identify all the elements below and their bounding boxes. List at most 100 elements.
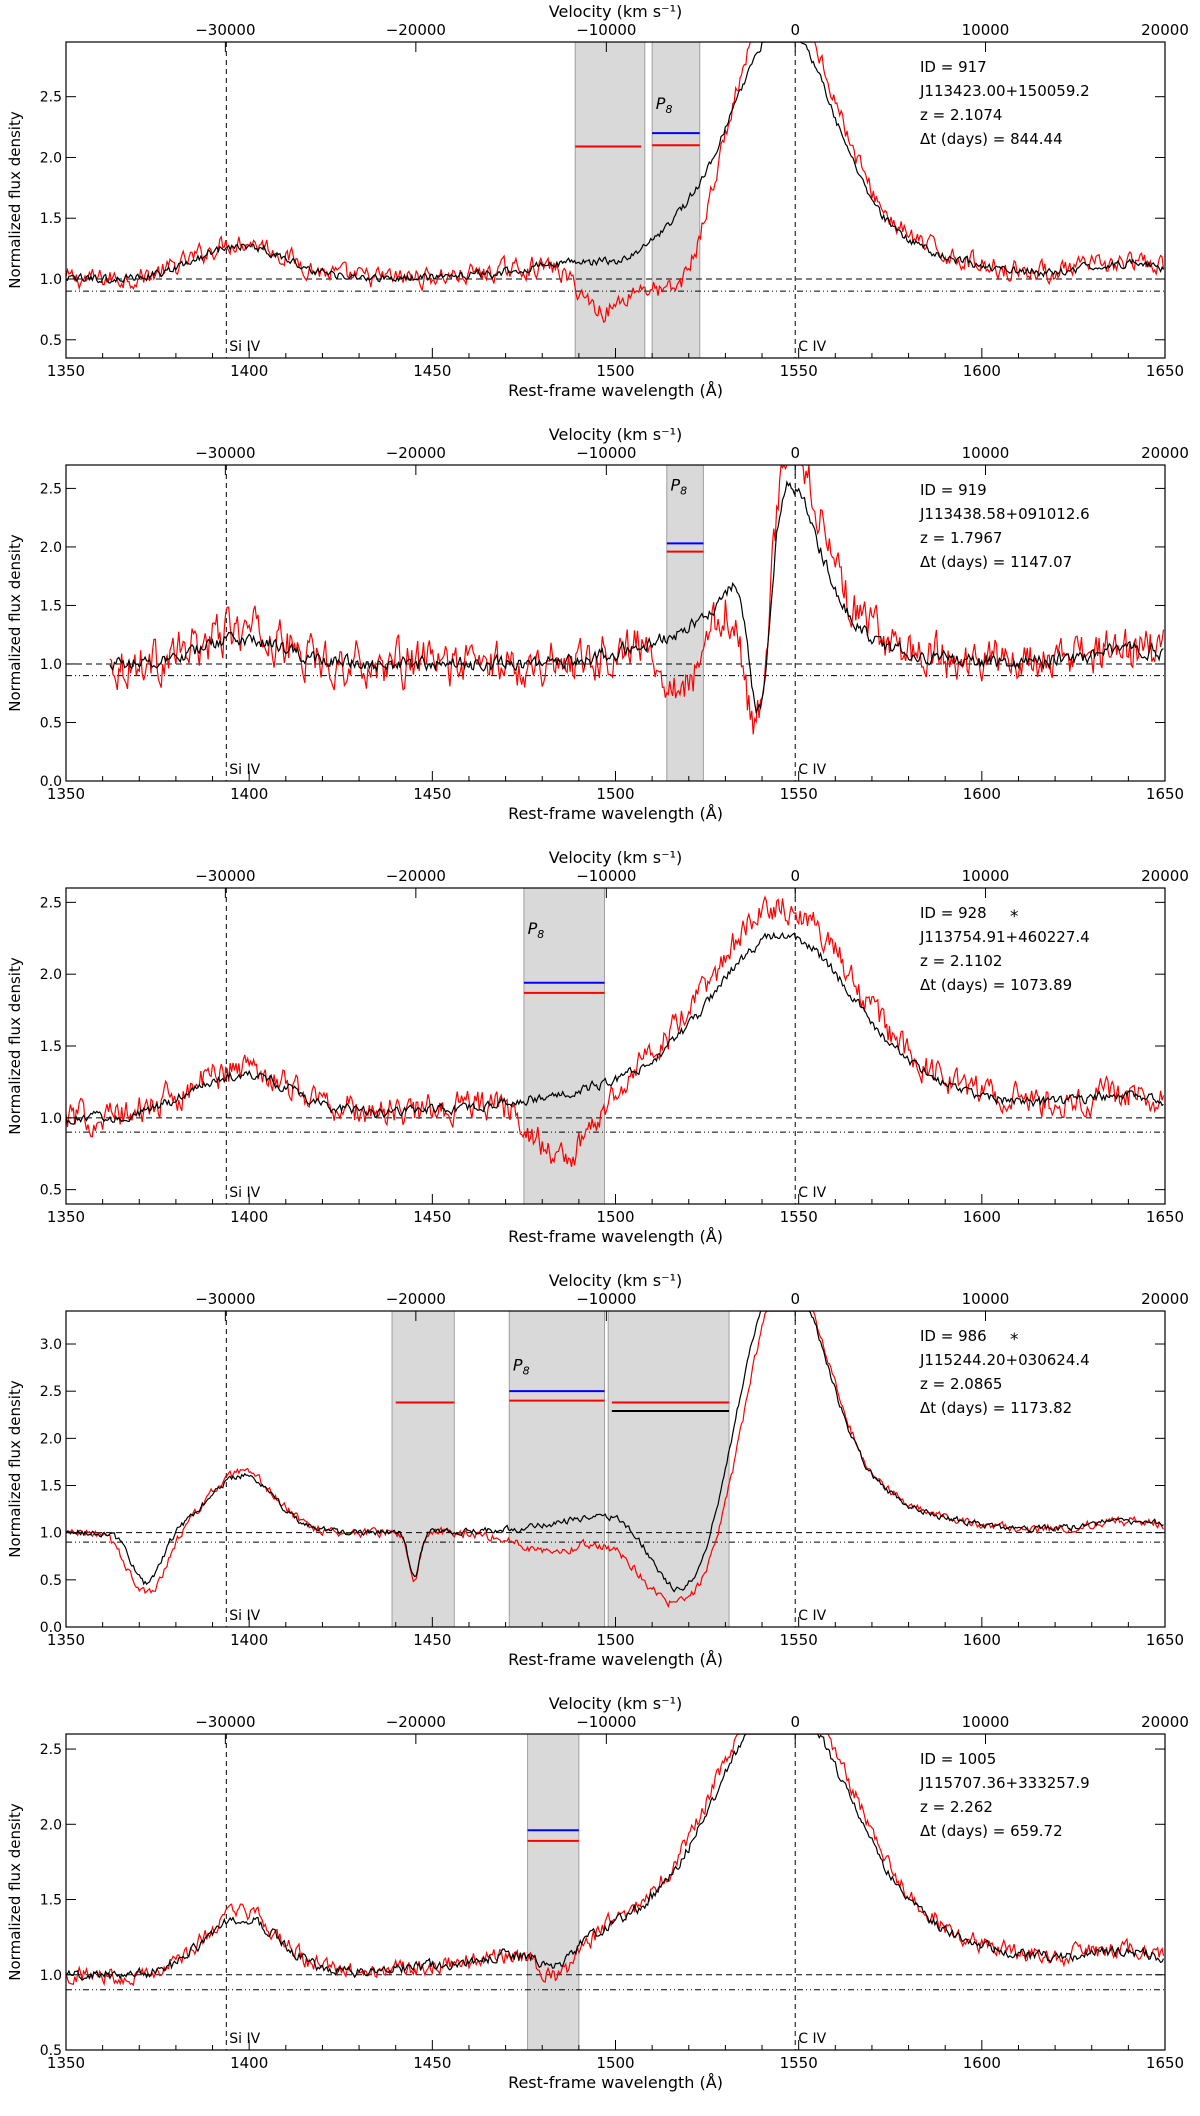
shaded-region	[574, 41, 646, 359]
y-tick-label: 2.0	[40, 967, 62, 983]
y-tick-label: 1.0	[40, 272, 62, 288]
x-tick-label: 1400	[230, 1631, 268, 1649]
spectrum-early-black	[66, 1734, 1165, 1982]
velocity-tick-label: 0	[790, 444, 800, 462]
p8-subscript: 8	[665, 103, 672, 116]
x-tick-label: 1650	[1146, 1208, 1184, 1226]
x-tick-label: 1400	[230, 785, 268, 803]
velocity-tick-label: −20000	[386, 444, 446, 462]
velocity-axis-label: Velocity (km s⁻¹)	[549, 2, 682, 21]
x-axis-label: Rest-frame wavelength (Å)	[508, 804, 723, 823]
line-label: Si IV	[229, 762, 260, 778]
x-tick-label: 1650	[1146, 2054, 1184, 2072]
shaded-region	[666, 464, 704, 782]
velocity-tick-label: −10000	[576, 867, 636, 885]
x-tick-label: 1350	[47, 362, 85, 380]
info-line: ID = 917	[920, 58, 987, 76]
info-line: ID = 919	[920, 481, 987, 499]
velocity-tick-label: −10000	[576, 1713, 636, 1731]
star-marker: *	[1010, 1330, 1019, 1350]
info-line: ID = 1005	[920, 1750, 996, 1768]
line-label: Si IV	[229, 1185, 260, 1201]
y-tick-label: 3.0	[40, 1337, 62, 1353]
velocity-tick-label: 20000	[1141, 867, 1189, 885]
x-tick-label: 1500	[596, 1631, 634, 1649]
velocity-tick-label: −20000	[386, 1713, 446, 1731]
x-tick-label: 1550	[780, 1631, 818, 1649]
x-axis-label: Rest-frame wavelength (Å)	[508, 2073, 723, 2092]
info-line: J113438.58+091012.6	[919, 505, 1090, 523]
info-line: ID = 986	[920, 1327, 987, 1345]
y-tick-label: 0.5	[40, 333, 62, 349]
x-tick-label: 1650	[1146, 362, 1184, 380]
y-tick-label: 2.5	[40, 895, 62, 911]
x-axis-label: Rest-frame wavelength (Å)	[508, 1227, 723, 1246]
y-tick-label: 2.5	[40, 1384, 62, 1400]
y-tick-label: 1.5	[40, 1893, 62, 1909]
x-tick-label: 1350	[47, 1208, 85, 1226]
x-tick-label: 1550	[780, 785, 818, 803]
x-tick-label: 1450	[413, 785, 451, 803]
velocity-tick-label: 10000	[962, 867, 1010, 885]
velocity-tick-label: −30000	[195, 21, 255, 39]
y-tick-label: 0.0	[40, 774, 62, 790]
x-tick-label: 1400	[230, 362, 268, 380]
y-tick-label: 2.5	[40, 481, 62, 497]
line-label: C IV	[798, 762, 826, 778]
y-tick-label: 2.0	[40, 1431, 62, 1447]
x-tick-label: 1500	[596, 362, 634, 380]
velocity-tick-label: −30000	[195, 444, 255, 462]
velocity-tick-label: 0	[790, 1713, 800, 1731]
velocity-tick-label: 10000	[962, 1290, 1010, 1308]
velocity-tick-label: 0	[790, 867, 800, 885]
x-axis-label: Rest-frame wavelength (Å)	[508, 381, 723, 400]
velocity-axis-label: Velocity (km s⁻¹)	[549, 1271, 682, 1290]
x-tick-label: 1500	[596, 1208, 634, 1226]
velocity-tick-label: −30000	[195, 867, 255, 885]
spectrum-early-black	[66, 42, 1165, 284]
info-line: J115707.36+333257.9	[919, 1774, 1090, 1792]
shaded-region	[527, 1733, 580, 2051]
spectrum-early-black	[109, 479, 1164, 715]
shaded-region	[607, 1310, 730, 1628]
shaded-region	[508, 1310, 606, 1628]
velocity-tick-label: 20000	[1141, 1713, 1189, 1731]
velocity-tick-label: −10000	[576, 1290, 636, 1308]
shaded-region	[391, 1310, 455, 1628]
x-tick-label: 1400	[230, 1208, 268, 1226]
info-line: ID = 928	[920, 904, 987, 922]
x-tick-label: 1500	[596, 785, 634, 803]
velocity-tick-label: −10000	[576, 444, 636, 462]
x-tick-label: 1450	[413, 362, 451, 380]
x-tick-label: 1600	[963, 1208, 1001, 1226]
spectrum-late-red	[109, 465, 1165, 735]
y-axis-label: Normalized flux density	[6, 957, 24, 1135]
velocity-tick-label: −20000	[386, 21, 446, 39]
y-tick-label: 2.0	[40, 150, 62, 166]
velocity-tick-label: −30000	[195, 1713, 255, 1731]
spectrum-late-red	[66, 1311, 1165, 1609]
info-line: z = 2.1074	[920, 106, 1002, 124]
x-tick-label: 1350	[47, 785, 85, 803]
info-line: Δt (days) = 844.44	[920, 130, 1063, 148]
y-axis-label: Normalized flux density	[6, 1803, 24, 1981]
x-tick-label: 1350	[47, 1631, 85, 1649]
info-line: z = 2.1102	[920, 952, 1002, 970]
x-tick-label: 1600	[963, 785, 1001, 803]
y-axis-label: Normalized flux density	[6, 1380, 24, 1558]
x-tick-label: 1650	[1146, 785, 1184, 803]
line-label: C IV	[798, 1185, 826, 1201]
info-line: J115244.20+030624.4	[919, 1351, 1090, 1369]
y-tick-label: 1.0	[40, 1968, 62, 1984]
x-tick-label: 1350	[47, 2054, 85, 2072]
line-label: Si IV	[229, 2031, 260, 2047]
velocity-tick-label: 0	[790, 21, 800, 39]
x-tick-label: 1500	[596, 2054, 634, 2072]
y-tick-label: 0.0	[40, 1620, 62, 1636]
info-line: z = 2.262	[920, 1798, 993, 1816]
velocity-axis-label: Velocity (km s⁻¹)	[549, 425, 682, 444]
y-tick-label: 2.5	[40, 1742, 62, 1758]
